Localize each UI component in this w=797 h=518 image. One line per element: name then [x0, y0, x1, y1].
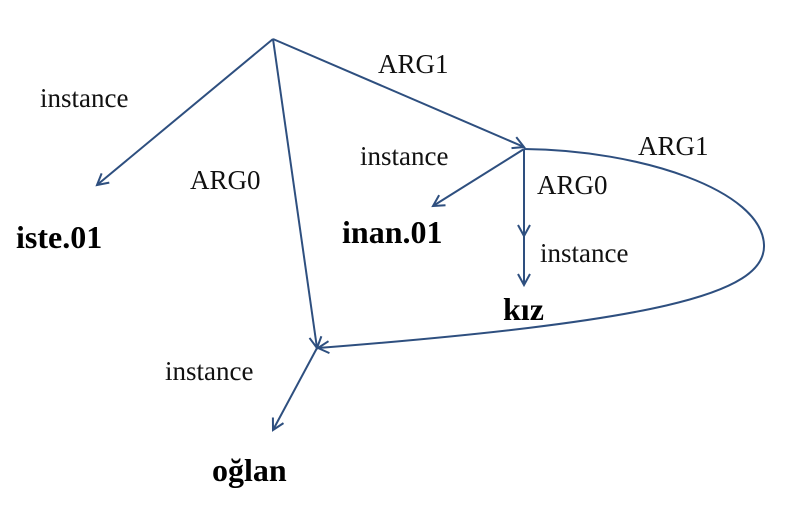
edge-label-oglan-instance: instance	[165, 356, 253, 386]
concept-inan: inan.01	[342, 214, 442, 250]
edge-root-arg0	[272, 38, 323, 351]
edge-label-root-arg1: ARG1	[378, 49, 449, 79]
edge-label-kiz-instance: instance	[540, 238, 628, 268]
edge-root-arg1	[272, 38, 526, 150]
concept-iste: iste.01	[16, 219, 102, 255]
edge-inan-instance	[431, 148, 525, 208]
edge-label-inan-arg1: ARG1	[638, 131, 709, 161]
edge-label-root-instance: instance	[40, 83, 128, 113]
concept-oglan: oğlan	[212, 452, 287, 488]
edge-label-root-arg0: ARG0	[190, 165, 261, 195]
edge-label-inan-arg0: ARG0	[537, 170, 608, 200]
edge-root-instance	[95, 38, 274, 187]
concept-kiz: kız	[503, 291, 544, 327]
edge-label-inan-instance: instance	[360, 141, 448, 171]
edge-inan-arg1	[315, 148, 766, 355]
edge-oglan-instance	[271, 347, 318, 432]
